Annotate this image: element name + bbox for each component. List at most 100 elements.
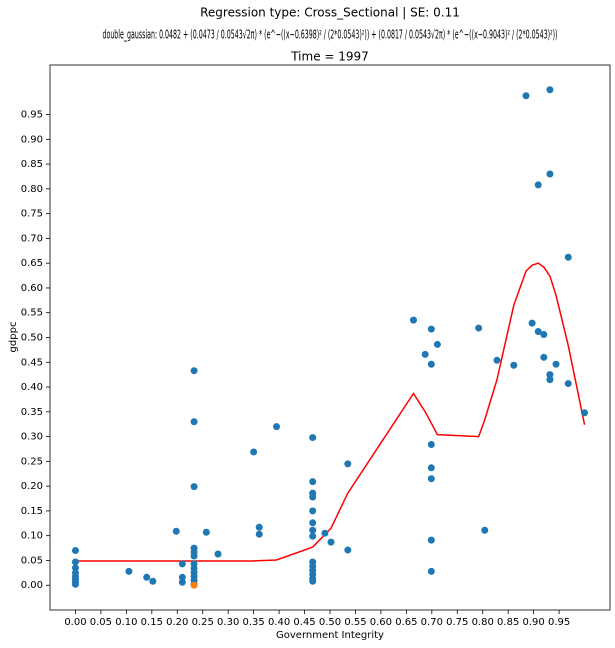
- y-tick-label: 0.35: [21, 407, 43, 418]
- scatter-point: [344, 460, 352, 468]
- scatter-point: [273, 423, 281, 431]
- x-tick-label: 0.65: [395, 617, 417, 628]
- scatter-point: [546, 371, 554, 379]
- scatter-point: [427, 567, 435, 575]
- scatter-point: [546, 376, 554, 384]
- scatter-point: [540, 353, 548, 361]
- scatter-point: [481, 526, 489, 534]
- scatter-point: [528, 319, 536, 327]
- y-tick-label: 0.40: [21, 382, 43, 393]
- y-tick-label: 0.45: [21, 357, 43, 368]
- x-tick-label: 0.55: [344, 617, 366, 628]
- scatter-point: [546, 86, 554, 94]
- scatter-point: [190, 581, 198, 589]
- scatter-point: [309, 519, 317, 527]
- scatter-point: [178, 560, 186, 568]
- scatter-point: [255, 530, 263, 538]
- scatter-point: [427, 475, 435, 483]
- scatter-point: [71, 558, 79, 566]
- x-tick-label: 0.15: [141, 617, 163, 628]
- scatter-point: [190, 552, 198, 560]
- x-tick-label: 0.70: [421, 617, 443, 628]
- y-tick-label: 0.15: [21, 506, 43, 517]
- x-tick-label: 0.05: [90, 617, 112, 628]
- scatter-point: [143, 573, 151, 581]
- scatter-point: [534, 328, 542, 336]
- scatter-point: [125, 567, 133, 575]
- y-tick-label: 0.10: [21, 531, 43, 542]
- scatter-point: [71, 580, 79, 588]
- scatter-point: [327, 538, 335, 546]
- y-tick-label: 0.85: [21, 159, 43, 170]
- y-tick-label: 0.65: [21, 258, 43, 269]
- scatter-point: [427, 325, 435, 333]
- scatter-point: [250, 448, 258, 456]
- y-tick-label: 0.60: [21, 283, 43, 294]
- y-tick-label: 0.20: [21, 481, 43, 492]
- x-tick-label: 0.50: [319, 617, 341, 628]
- y-tick-label: 0.70: [21, 233, 43, 244]
- x-tick-label: 0.85: [497, 617, 519, 628]
- y-tick-label: 0.00: [21, 580, 43, 591]
- scatter-point: [309, 577, 317, 585]
- scatter-point: [309, 507, 317, 515]
- y-axis-label: gdppc: [8, 322, 19, 353]
- scatter-point: [214, 550, 222, 558]
- scatter-point: [493, 356, 501, 364]
- scatter-point: [581, 409, 589, 417]
- x-tick-label: 0.10: [115, 617, 137, 628]
- scatter-point: [427, 464, 435, 472]
- scatter-point: [190, 418, 198, 426]
- scatter-point: [564, 253, 572, 261]
- scatter-point: [309, 532, 317, 540]
- scatter-point: [178, 578, 186, 586]
- scatter-point: [427, 536, 435, 544]
- x-tick-label: 0.90: [523, 617, 545, 628]
- x-tick-label: 0.25: [192, 617, 214, 628]
- chart-formula: double_gaussian: 0.0482 + (0.0473 / 0.05…: [103, 28, 558, 42]
- scatter-point: [71, 564, 79, 572]
- scatter-point: [427, 441, 435, 449]
- x-tick-label: 0.60: [370, 617, 392, 628]
- x-axis-label: Government Integrity: [276, 630, 384, 641]
- scatter-point: [309, 434, 317, 442]
- x-tick-label: 0.80: [472, 617, 494, 628]
- scatter-point: [309, 478, 317, 486]
- y-tick-label: 0.25: [21, 456, 43, 467]
- scatter-point: [510, 361, 518, 369]
- scatter-point: [433, 340, 441, 348]
- scatter-point: [409, 316, 417, 324]
- y-tick-label: 0.80: [21, 184, 43, 195]
- scatter-point: [309, 526, 317, 534]
- x-tick-label: 0.20: [166, 617, 188, 628]
- scatter-point: [190, 483, 198, 491]
- scatter-point: [178, 573, 186, 581]
- scatter-point: [255, 523, 263, 531]
- y-tick-label: 0.05: [21, 555, 43, 566]
- fit-line: [75, 262, 586, 562]
- x-tick-label: 0.95: [548, 617, 570, 628]
- scatter-point: [309, 493, 317, 501]
- scatter-point: [522, 92, 530, 100]
- x-tick-label: 0.40: [268, 617, 290, 628]
- scatter-point: [202, 528, 210, 536]
- chart-title: Regression type: Cross_Sectional | SE: 0…: [200, 6, 460, 20]
- scatter-point: [344, 546, 352, 554]
- scatter-point: [540, 331, 548, 339]
- y-tick-label: 0.90: [21, 134, 43, 145]
- chart-time: Time = 1997: [290, 50, 369, 64]
- x-tick-label: 0.75: [446, 617, 468, 628]
- scatter-point: [552, 360, 560, 368]
- scatter-point: [172, 527, 180, 535]
- y-tick-label: 0.50: [21, 333, 43, 344]
- scatter-point: [546, 170, 554, 178]
- y-tick-label: 0.75: [21, 209, 43, 220]
- scatter-point: [534, 181, 542, 189]
- scatter-point: [421, 350, 429, 358]
- scatter-point: [190, 367, 198, 375]
- x-tick-label: 0.30: [217, 617, 239, 628]
- y-tick-label: 0.95: [21, 110, 43, 121]
- y-tick-label: 0.30: [21, 432, 43, 443]
- scatter-point: [427, 360, 435, 368]
